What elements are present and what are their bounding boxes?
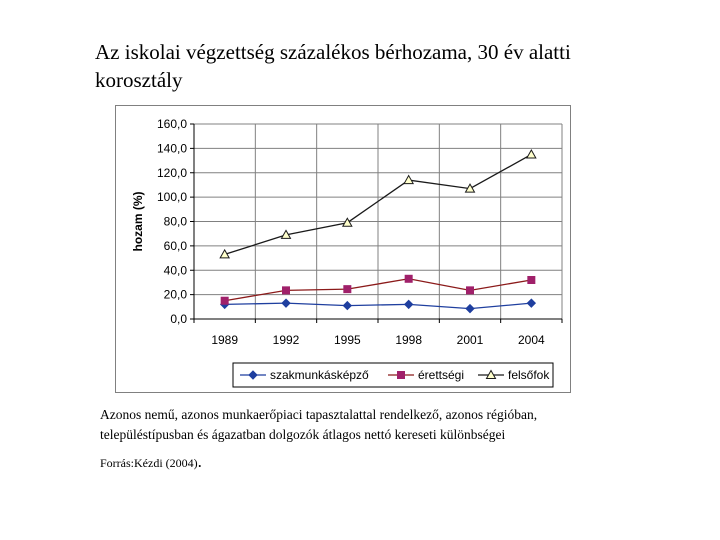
series-2-point-2001	[466, 286, 474, 295]
series-1-point-1995	[342, 300, 353, 311]
series-3-point-1998	[403, 174, 415, 185]
y-tick-label-1: 20,0	[164, 288, 188, 302]
chart-note: Azonos nemű, azonos munkaerőpiaci tapasz…	[100, 405, 700, 445]
legend-label-3: felsőfok	[508, 368, 550, 382]
source-citation: Forrás:Kézdi (2004).	[100, 452, 202, 472]
series-line-3	[224, 153, 532, 256]
y-tick-label-2: 40,0	[164, 263, 188, 277]
x-tick-label-1992: 1992	[273, 333, 300, 347]
series-2-point-2004	[527, 276, 536, 284]
x-tick-label-2004: 2004	[518, 333, 545, 347]
legend-marker-1	[248, 370, 258, 380]
series-1-point-1998	[403, 299, 414, 310]
series-3-point-2001	[464, 183, 476, 193]
series-3-point-1995	[341, 217, 353, 227]
y-tick-label-7: 140,0	[157, 141, 187, 155]
y-tick-label-5: 100,0	[157, 190, 187, 204]
x-tick-label-1995: 1995	[334, 333, 361, 347]
note-line-1: Azonos nemű, azonos munkaerőpiaci tapasz…	[100, 407, 538, 422]
page-title: Az iskolai végzettség százalékos bérhoza…	[95, 38, 695, 94]
chart-container: 0,0 20,0 40,0 60,0 80,0 100,0 120,0 140,0 160,0 1…	[115, 105, 571, 393]
legend-label-1: szakmunkásképző	[270, 368, 369, 382]
title-line-2: korosztály	[95, 68, 183, 92]
line-chart: 0,0 20,0 40,0 60,0 80,0 100,0 120,0 140,0 160,0 1…	[131, 117, 563, 388]
series-1-point-1992	[281, 298, 291, 308]
series-3-point-1992	[280, 229, 292, 239]
series-line-1	[224, 302, 532, 310]
y-tick-label-4: 80,0	[164, 215, 188, 229]
x-tick-label-1998: 1998	[395, 333, 422, 347]
series-1-point-2001	[465, 303, 475, 314]
title-line-1: Az iskolai végzettség százalékos bérhoza…	[95, 40, 571, 64]
note-line-2: településtípusban és ágazatban dolgozók …	[100, 427, 506, 442]
series-1-point-2004	[526, 298, 537, 308]
legend-marker-2	[397, 371, 405, 379]
legend-label-2: érettségi	[418, 368, 464, 382]
series-line-2	[224, 278, 532, 302]
legend-marker-3	[485, 369, 497, 379]
series-3-point-1989	[219, 248, 231, 259]
y-tick-label-3: 60,0	[164, 239, 188, 253]
series-2-point-1989	[220, 296, 229, 305]
series-2-point-1998	[404, 274, 413, 283]
series-2-point-1995	[343, 285, 352, 294]
y-tick-label-6: 120,0	[157, 166, 187, 180]
series-3-point-2004	[525, 148, 537, 159]
y-axis-label: hozam (%)	[131, 191, 145, 251]
series-2-point-1992	[282, 286, 290, 295]
x-tick-label-1989: 1989	[211, 333, 238, 347]
x-tick-label-2001: 2001	[457, 333, 484, 347]
y-tick-label-0: 0,0	[170, 312, 187, 326]
source-text: Forrás:Kézdi (2004)	[100, 456, 198, 470]
y-tick-label-8: 160,0	[157, 117, 187, 131]
source-period: .	[197, 452, 202, 471]
